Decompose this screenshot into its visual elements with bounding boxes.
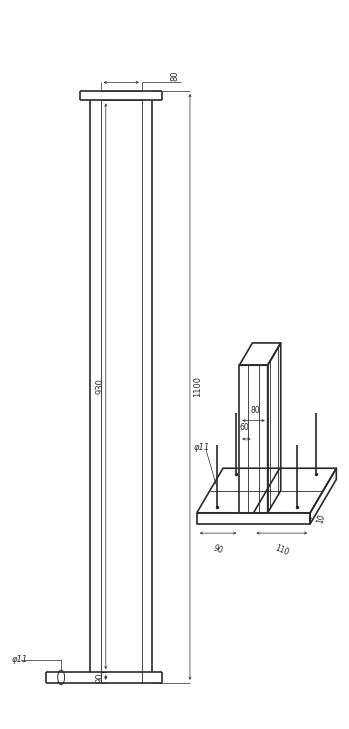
Text: 90: 90 xyxy=(95,672,104,682)
Text: φ11: φ11 xyxy=(193,443,210,452)
Text: 80: 80 xyxy=(250,406,260,415)
Text: 110: 110 xyxy=(274,544,290,558)
Text: 930: 930 xyxy=(95,378,104,394)
Text: φ11: φ11 xyxy=(12,655,28,664)
Text: 60: 60 xyxy=(240,423,250,432)
Text: 80: 80 xyxy=(171,70,180,81)
Text: 1100: 1100 xyxy=(193,376,202,397)
Text: 90: 90 xyxy=(212,544,224,556)
Text: 10: 10 xyxy=(315,512,327,524)
